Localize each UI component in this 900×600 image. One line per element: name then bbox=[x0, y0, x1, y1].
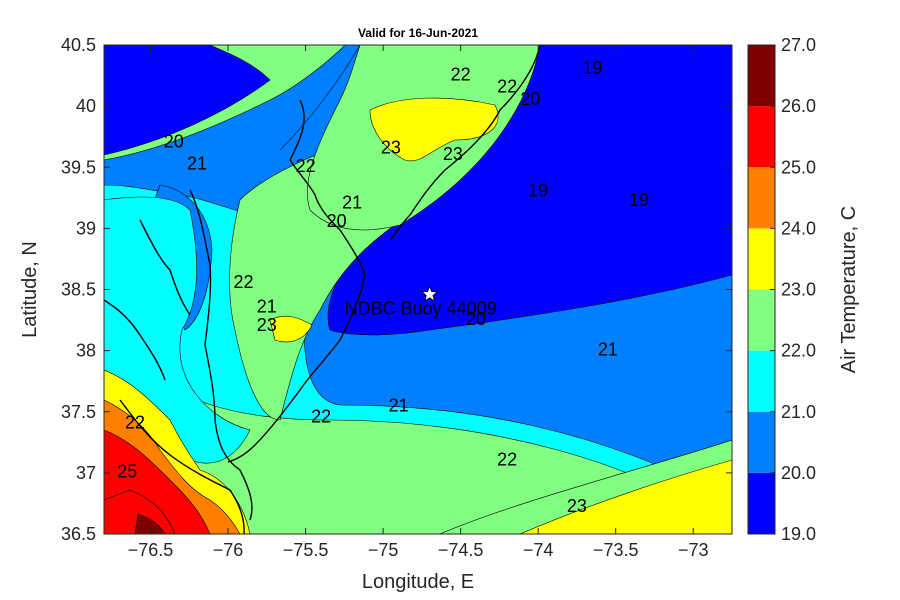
contour-label: 21 bbox=[342, 193, 362, 213]
colorbar-tick-label: 26.0 bbox=[781, 96, 816, 116]
y-tick-label: 39 bbox=[76, 218, 96, 238]
star-icon bbox=[420, 285, 439, 302]
contour-label: 22 bbox=[296, 156, 316, 176]
contour-region bbox=[134, 513, 166, 534]
coastline-segment bbox=[227, 274, 366, 463]
contour-label: 23 bbox=[567, 496, 587, 516]
colorbar-tick-label: 23.0 bbox=[781, 280, 816, 300]
colorbar-segment bbox=[748, 228, 775, 290]
contour-label: 22 bbox=[497, 77, 517, 97]
contour-label: 21 bbox=[389, 396, 409, 416]
contour-label: 23 bbox=[381, 138, 401, 158]
colorbar-segment bbox=[748, 106, 775, 168]
y-tick-label: 38 bbox=[76, 341, 96, 361]
buoy-marker bbox=[420, 285, 439, 302]
contour-region bbox=[519, 459, 732, 534]
coastline-segment bbox=[119, 399, 245, 534]
contour-label: 22 bbox=[125, 413, 145, 433]
chart-title: Valid for 16-Jun-2021 bbox=[358, 26, 478, 40]
x-tick-label: −73 bbox=[678, 540, 709, 560]
buoy-annotation: NDBC Buoy 44009 bbox=[345, 298, 497, 318]
colorbar-segment bbox=[748, 45, 775, 107]
contour-label: 25 bbox=[117, 462, 137, 482]
contour-fill-layer bbox=[104, 45, 732, 534]
x-tick-label: −76.5 bbox=[128, 540, 174, 560]
y-tick-label: 36.5 bbox=[61, 524, 96, 544]
contour-region bbox=[369, 97, 499, 162]
contour-label: 22 bbox=[311, 407, 331, 427]
contour-label: 19 bbox=[528, 180, 548, 200]
coastline-segment bbox=[289, 99, 366, 276]
x-tick-label: −73.5 bbox=[593, 540, 639, 560]
x-tick-label: −74 bbox=[523, 540, 554, 560]
x-tick-label: −74.5 bbox=[438, 540, 484, 560]
colorbar: 19.0 20.0 21.0 22.0 23.0 24.0 25.0 26.0 27.0 bbox=[747, 35, 816, 544]
coastline-segment bbox=[104, 299, 166, 381]
x-tick-label: −75 bbox=[368, 540, 399, 560]
contour-label: 22 bbox=[497, 449, 517, 469]
x-axis-label: Longitude, E bbox=[362, 571, 474, 593]
colorbar-tick-label: 19.0 bbox=[781, 524, 816, 544]
y-tick-label: 37 bbox=[76, 463, 96, 483]
y-tick-label: 39.5 bbox=[61, 157, 96, 177]
colorbar-tick-label: 22.0 bbox=[781, 341, 816, 361]
contour-label: 19 bbox=[582, 58, 602, 78]
colorbar-segment bbox=[748, 167, 775, 229]
contour-label: 21 bbox=[598, 339, 618, 359]
coastline-segment bbox=[189, 189, 253, 521]
contour-label: 22 bbox=[234, 272, 254, 292]
contour-label: 23 bbox=[257, 315, 277, 335]
colorbar-label: Air Temperature, C bbox=[838, 206, 860, 373]
contour-region bbox=[269, 315, 313, 343]
contour-label: 20 bbox=[520, 89, 540, 109]
coastline-segment bbox=[139, 219, 191, 316]
colorbar-tick-label: 24.0 bbox=[781, 218, 816, 238]
contour-label: 20 bbox=[164, 132, 184, 152]
contour-label: 21 bbox=[257, 297, 277, 317]
x-axis: −76.5 −76 −75.5 −75 −74.5 −74 −73.5 −73 bbox=[128, 45, 709, 560]
contour-label: 20 bbox=[327, 211, 347, 231]
y-tick-label: 37.5 bbox=[61, 402, 96, 422]
contour-label: 23 bbox=[443, 144, 463, 164]
colorbar-tick-label: 21.0 bbox=[781, 402, 816, 422]
y-tick-label: 40.5 bbox=[61, 35, 96, 55]
contour-label: 21 bbox=[187, 154, 207, 174]
contour-region bbox=[104, 489, 176, 534]
colorbar-tick-label: 27.0 bbox=[781, 35, 816, 55]
contour-label: 20 bbox=[466, 309, 486, 329]
colorbar-segment bbox=[748, 472, 775, 534]
colorbar-tick-label: 25.0 bbox=[781, 157, 816, 177]
contour-region bbox=[104, 45, 271, 156]
coastline-layer bbox=[104, 45, 541, 534]
contour-label: 19 bbox=[629, 190, 649, 210]
contour-line bbox=[279, 45, 361, 151]
y-tick-label: 40 bbox=[76, 96, 96, 116]
contour-label: 22 bbox=[451, 64, 471, 84]
colorbar-tick-label: 20.0 bbox=[781, 463, 816, 483]
y-axis-label: Latitude, N bbox=[19, 241, 41, 338]
colorbar-segment bbox=[748, 411, 775, 473]
x-tick-label: −75.5 bbox=[283, 540, 329, 560]
y-axis: 36.5 37 37.5 38 38.5 39 39.5 40 40.5 bbox=[61, 35, 732, 544]
coastline-segment bbox=[389, 45, 541, 241]
y-tick-label: 38.5 bbox=[61, 280, 96, 300]
colorbar-segment bbox=[748, 350, 775, 412]
colorbar-segment bbox=[748, 289, 775, 351]
x-tick-label: −76 bbox=[213, 540, 244, 560]
